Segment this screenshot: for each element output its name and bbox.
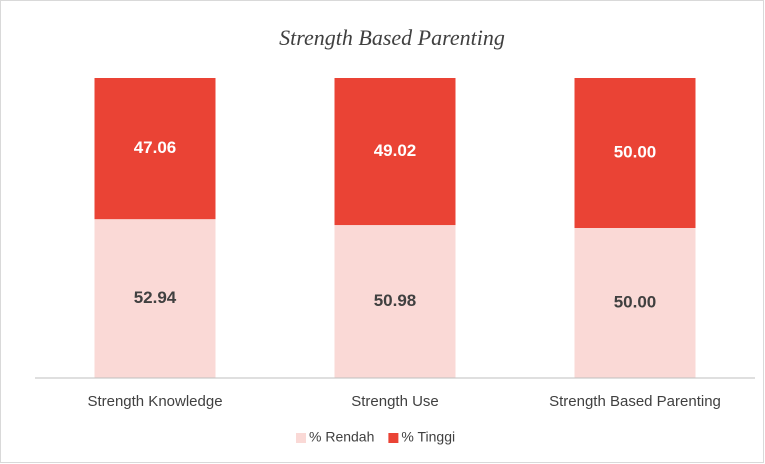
bar-segment [334, 225, 456, 378]
data-label: 47.06 [134, 138, 177, 157]
legend-swatch [296, 433, 306, 443]
data-label: 50.98 [374, 291, 417, 310]
x-tick-label: Strength Knowledge [87, 393, 222, 410]
bar-segment [574, 78, 696, 228]
legend-label: % Tinggi [401, 429, 455, 445]
data-label: 50.00 [614, 292, 657, 311]
bar-segment [334, 78, 456, 226]
chart-title: Strength Based Parenting [279, 25, 505, 50]
data-label: 52.94 [134, 288, 177, 307]
data-label: 50.00 [614, 142, 657, 161]
x-tick-label: Strength Based Parenting [549, 393, 721, 410]
x-tick-label: Strength Use [351, 393, 439, 410]
legend-label: % Rendah [309, 429, 374, 445]
data-label: 49.02 [374, 141, 417, 160]
bar-segment [94, 78, 216, 220]
bar-segment [94, 219, 216, 378]
bar-segment [574, 228, 696, 378]
legend-swatch [388, 433, 399, 443]
